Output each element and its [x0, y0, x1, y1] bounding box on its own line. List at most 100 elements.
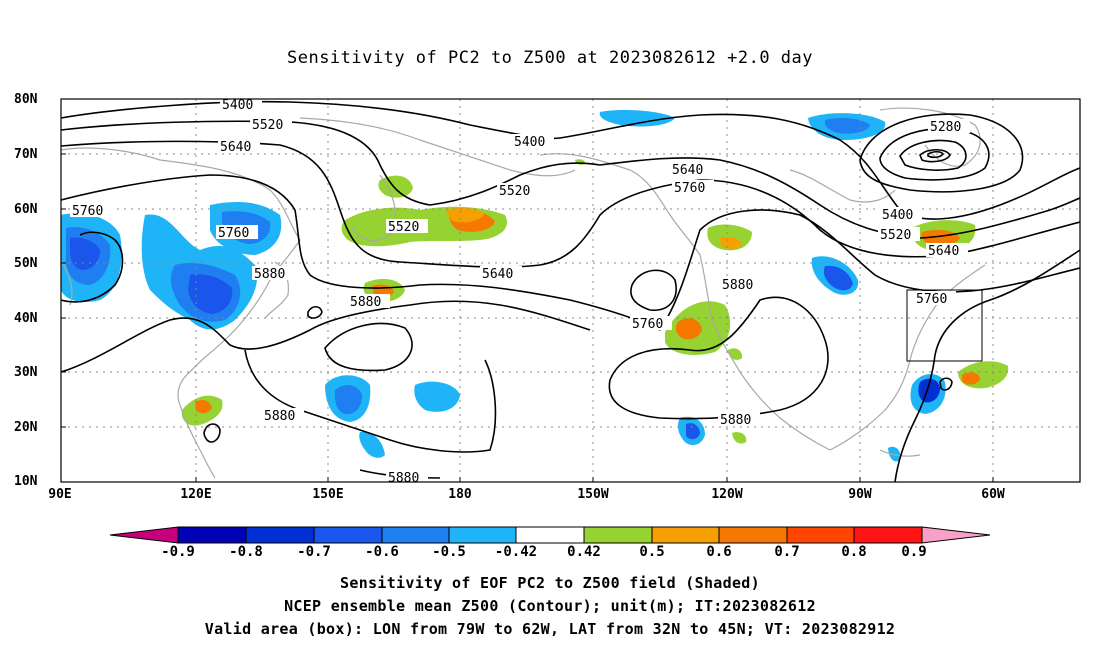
colorbar-label: 0.7 [774, 544, 800, 560]
lat-label: 40N [14, 311, 38, 326]
colorbar-label: -0.6 [365, 544, 399, 560]
siberia-coast [299, 117, 576, 177]
colorbar-cell [651, 526, 720, 544]
pos-region-philippine-core [195, 400, 212, 414]
colorbar [109, 526, 991, 544]
negative-sensitivity-regions [61, 110, 946, 462]
asia-coast [61, 147, 301, 406]
contour-low-pacific [630, 269, 677, 311]
colorbar-cell [381, 526, 450, 544]
lat-label: 80N [14, 92, 38, 107]
lon-label: 150W [577, 487, 609, 502]
positive-sensitivity-regions [181, 159, 1009, 444]
contour-label: 5880 [262, 408, 304, 424]
neg-region-atlantic-core [918, 378, 940, 403]
contour-5760-north [61, 174, 661, 331]
pos-region-gulf [732, 432, 747, 444]
colorbar-label: -0.42 [494, 544, 538, 560]
contour-label: 5400 [880, 207, 922, 223]
colorbar-label: 0.9 [901, 544, 927, 560]
axis-ticks [61, 98, 994, 482]
colorbar-cell [448, 526, 517, 544]
neg-region-pacific-small-b [359, 431, 385, 458]
z500-contours [61, 100, 1080, 482]
valid-area-box [906, 289, 983, 362]
lon-label: 90E [48, 487, 72, 502]
svg-text:5880: 5880 [722, 278, 753, 293]
colorbar-label: 0.6 [706, 544, 732, 560]
caribbean-coast [879, 449, 921, 457]
contour-5520-north [61, 120, 601, 206]
greenland-coast [879, 107, 981, 167]
svg-text:5520: 5520 [880, 228, 911, 243]
contour-labels: 5400 5520 5640 5760 5520 5400 5640 5760 … [70, 97, 970, 486]
contour-label: 5400 [220, 97, 262, 113]
pos-region-siberia [378, 175, 413, 198]
contour-label: 5880 [720, 277, 762, 293]
svg-text:5640: 5640 [482, 267, 513, 282]
neg-region-west-asia-deep [70, 237, 100, 270]
colorbar-cell [583, 526, 653, 544]
pos-region-california-core [675, 318, 702, 340]
contour-5760-south [659, 209, 1080, 331]
neg-region-east-pacific-core [686, 423, 700, 440]
svg-text:5880: 5880 [350, 295, 381, 310]
svg-text:5880: 5880 [388, 471, 419, 486]
neg-region-pacific-small-a [414, 381, 460, 412]
contour-label: 5280 [928, 119, 970, 135]
contour-label: 5760 [216, 225, 258, 241]
contour-label: 5880 [718, 412, 760, 428]
contour-label: 5400 [512, 134, 554, 150]
pos-region-canada-west-core [720, 236, 742, 249]
pos-region-kamchatka-mid [445, 207, 484, 223]
colorbar-cell [177, 526, 247, 544]
pos-region-california-south [728, 348, 743, 360]
contour-5280-outer [859, 113, 1024, 193]
neg-region-arctic-pacific [599, 110, 675, 127]
lon-label: 90W [848, 487, 872, 502]
contour-label: 5520 [250, 117, 292, 133]
contour-label: 5760 [914, 291, 956, 307]
contour-5400 [61, 100, 1080, 220]
lat-label: 50N [14, 256, 38, 271]
colorbar-label: 0.5 [639, 544, 665, 560]
contour-5880-subtropic [244, 349, 497, 453]
contour-closed-small-pacific [307, 305, 323, 319]
lon-label: 120W [711, 487, 743, 502]
svg-text:5640: 5640 [220, 140, 251, 155]
contour-label: 5520 [386, 219, 428, 235]
caption-contour: NCEP ensemble mean Z500 (Contour); unit(… [284, 597, 816, 615]
svg-text:5520: 5520 [252, 118, 283, 133]
neg-region-china-deep [188, 274, 233, 314]
na-west-coast [699, 254, 831, 451]
svg-text:5880: 5880 [264, 409, 295, 424]
neg-region-pacific-subtropic-core [334, 385, 362, 415]
contour-5880-west [61, 300, 591, 373]
kamchatka-coast [351, 174, 396, 241]
lon-label: 120E [180, 487, 212, 502]
sensitivity-shading [61, 110, 1009, 462]
contour-atlantic-ridge [894, 249, 1080, 482]
map-frame [60, 98, 1081, 483]
coastlines [61, 107, 986, 479]
lat-label: 60N [14, 202, 38, 217]
contour-5880-high-pacific [324, 322, 413, 372]
contour-label: 5640 [926, 243, 968, 259]
contour-label: 5640 [480, 266, 522, 282]
contour-label: 5760 [672, 180, 714, 196]
contour-asia-trough [61, 231, 124, 303]
colorbar-cell [718, 526, 788, 544]
svg-text:5400: 5400 [882, 208, 913, 223]
contour-5640 [61, 140, 1080, 268]
lat-label: 20N [14, 420, 38, 435]
lon-label: 150E [312, 487, 344, 502]
colorbar-label: -0.7 [297, 544, 331, 560]
neg-region-hudson-core [824, 117, 870, 134]
contour-label: 5880 [348, 294, 390, 310]
colorbar-label: 0.42 [567, 544, 601, 560]
pos-region-labrador-core [921, 230, 960, 246]
svg-text:5760: 5760 [72, 204, 103, 219]
neg-region-great-lakes-core [823, 265, 853, 291]
svg-text:5400: 5400 [222, 98, 253, 113]
